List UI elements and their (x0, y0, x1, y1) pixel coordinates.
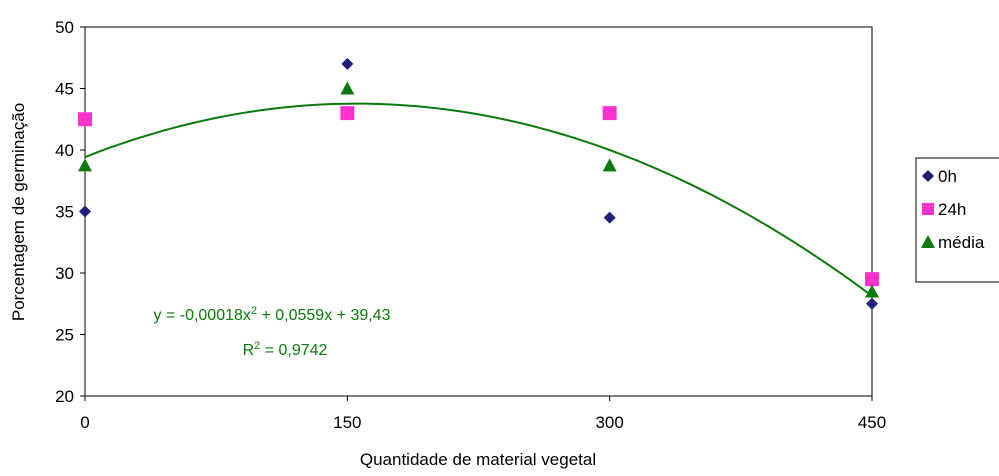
data-point-square (78, 112, 92, 127)
y-tick-label: 35 (55, 203, 74, 222)
legend-marker-square (922, 203, 934, 215)
data-point-triangle (865, 284, 879, 298)
y-tick-label: 25 (55, 326, 74, 345)
data-point-diamond (79, 205, 91, 218)
legend-items: 0h 24h média (921, 167, 985, 252)
data-point-square (865, 272, 879, 287)
trendline-equation: y = -0,00018x2 + 0,0559x + 39,43 (154, 305, 391, 324)
x-tick-label: 450 (858, 413, 886, 432)
y-tick-label: 45 (55, 80, 74, 99)
y-tick-label: 50 (55, 18, 74, 37)
trendline-curve (84, 102, 873, 297)
x-tick-label: 300 (595, 413, 623, 432)
data-points (78, 57, 879, 310)
legend: 0h 24h média (915, 157, 999, 283)
data-point-triangle (340, 81, 355, 95)
legend-label: média (938, 233, 985, 252)
x-axis-ticks: 0 150 300 450 (80, 396, 886, 432)
x-tick-label: 150 (333, 413, 361, 432)
trendline-r2: R2 = 0,9742 (243, 340, 328, 359)
legend-marker-triangle (921, 235, 935, 248)
data-point-diamond (341, 57, 354, 70)
legend-label: 24h (938, 200, 966, 219)
legend-marker-diamond (922, 170, 934, 182)
data-point-square (602, 106, 617, 121)
y-tick-label: 30 (55, 264, 74, 283)
y-tick-label: 40 (55, 141, 74, 160)
data-point-triangle (602, 158, 617, 172)
data-point-diamond (866, 297, 878, 310)
data-point-diamond (603, 211, 616, 224)
y-axis-ticks: 20 25 30 35 40 45 50 (55, 18, 85, 406)
plot-area (84, 26, 873, 397)
x-axis-label: Quantidade de material vegetal (360, 450, 596, 469)
x-tick-label: 0 (80, 413, 89, 432)
data-point-triangle (78, 158, 92, 172)
y-tick-label: 20 (55, 387, 74, 406)
legend-label: 0h (938, 167, 957, 186)
data-point-square (340, 106, 355, 121)
y-axis-label: Porcentagem de germinação (9, 103, 28, 321)
